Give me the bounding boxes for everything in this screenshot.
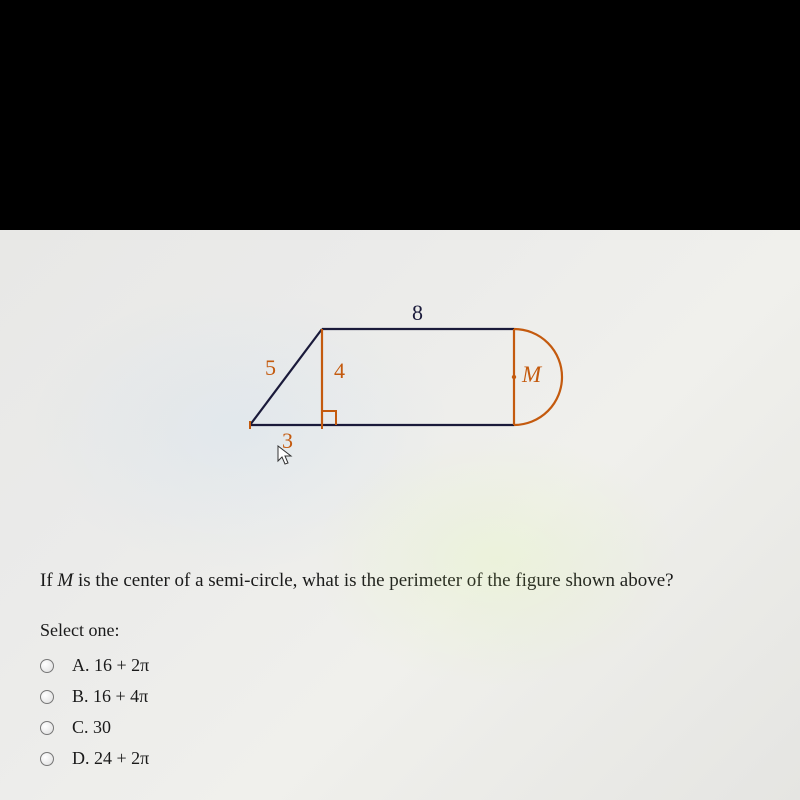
question-var: M [57, 570, 73, 591]
figure-svg [190, 260, 610, 460]
content-area: 8 5 4 3 M If M is the center of a semi-c… [0, 230, 800, 800]
question-suffix: is the center of a semi-circle, what is … [73, 570, 673, 591]
cursor-icon [277, 445, 295, 467]
select-one-label: Select one: [40, 620, 760, 641]
label-hypotenuse-5: 5 [265, 355, 276, 381]
label-height-4: 4 [334, 358, 345, 384]
option-c-label: C. 30 [72, 717, 111, 738]
label-center-m: M [522, 362, 541, 388]
option-d[interactable]: D. 24 + 2π [40, 748, 760, 769]
radio-icon[interactable] [40, 659, 54, 673]
radio-icon[interactable] [40, 690, 54, 704]
option-d-label: D. 24 + 2π [72, 748, 149, 769]
options-list: A. 16 + 2π B. 16 + 4π C. 30 D. 24 + 2π [40, 655, 760, 769]
option-c[interactable]: C. 30 [40, 717, 760, 738]
letterbox-top [0, 0, 800, 230]
option-b-label: B. 16 + 4π [72, 686, 148, 707]
question-prefix: If [40, 570, 57, 591]
option-a-label: A. 16 + 2π [72, 655, 149, 676]
option-a[interactable]: A. 16 + 2π [40, 655, 760, 676]
option-b[interactable]: B. 16 + 4π [40, 686, 760, 707]
question-text: If M is the center of a semi-circle, wha… [40, 570, 760, 592]
radio-icon[interactable] [40, 752, 54, 766]
geometry-figure: 8 5 4 3 M [190, 260, 610, 460]
label-top-8: 8 [412, 300, 423, 326]
radio-icon[interactable] [40, 721, 54, 735]
